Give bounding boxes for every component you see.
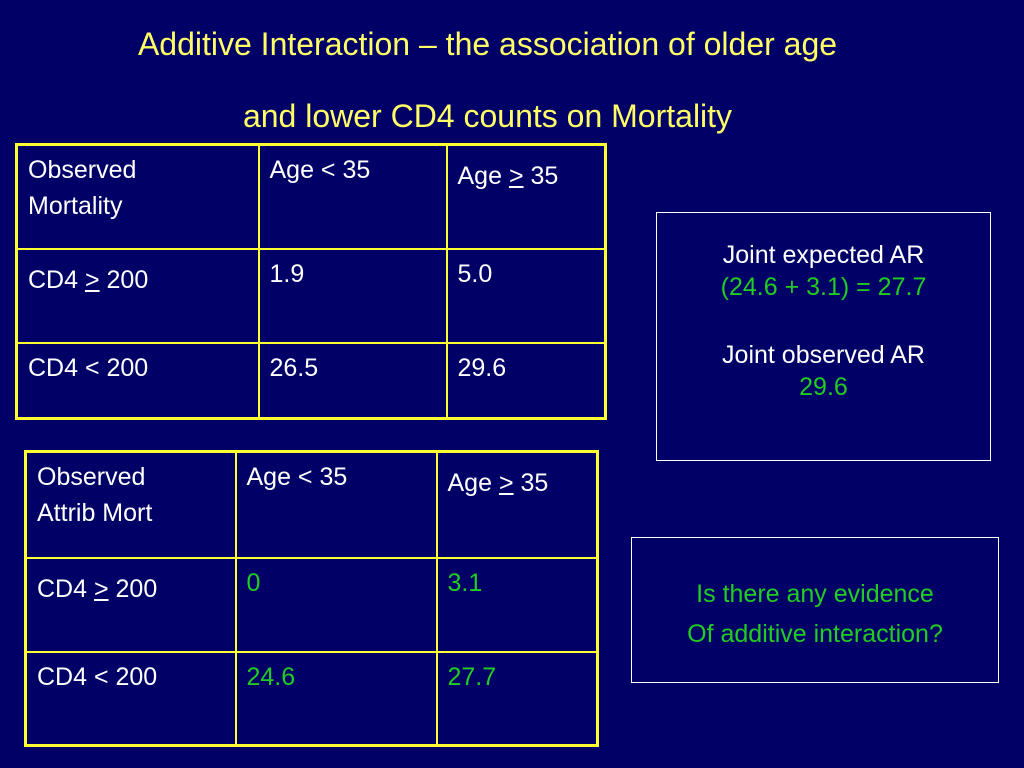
- joint-observed-label: Joint observed AR: [722, 341, 925, 369]
- table1-cell: 1.9: [257, 247, 448, 344]
- observed-attrib-mort-table: Observed Attrib Mort Age < 35 Age > 35 C…: [24, 450, 599, 747]
- table1-cell: 29.6: [445, 341, 607, 420]
- question-box: Is there any evidence Of additive intera…: [631, 537, 999, 683]
- table2-cell: 27.7: [435, 650, 599, 747]
- table1-row-label: CD4 < 200: [15, 341, 260, 420]
- joint-expected-value: (24.6 + 3.1) = 27.7: [720, 273, 927, 301]
- table2-row-label: CD4 > 200: [24, 556, 237, 653]
- table1-row-label: CD4 > 200: [15, 247, 260, 344]
- table1-header-label: Observed Mortality: [15, 143, 260, 250]
- joint-expected-label: Joint expected AR: [722, 241, 925, 269]
- observed-mortality-table: Observed Mortality Age < 35 Age > 35 CD4…: [15, 143, 607, 420]
- table2-header-age-under-35: Age < 35: [234, 450, 438, 559]
- table2-cell: 24.6: [234, 650, 438, 747]
- table2-header-label: Observed Attrib Mort: [24, 450, 237, 559]
- joint-observed-value: 29.6: [799, 373, 848, 401]
- table1-cell: 26.5: [257, 341, 448, 420]
- slide-title: Additive Interaction – the association o…: [0, 8, 975, 152]
- table2-row-label: CD4 < 200: [24, 650, 237, 747]
- table2-cell: 0: [234, 556, 438, 653]
- title-line-1: Additive Interaction – the association o…: [137, 26, 838, 62]
- question-line-1: Is there any evidence: [696, 580, 934, 608]
- table2-header-age-over-35: Age > 35: [435, 450, 599, 559]
- table1-header-age-under-35: Age < 35: [257, 143, 448, 250]
- table1-cell: 5.0: [445, 247, 607, 344]
- title-line-2: and lower CD4 counts on Mortality: [242, 98, 733, 134]
- table1-header-age-over-35: Age > 35: [445, 143, 607, 250]
- joint-ar-box: Joint expected AR (24.6 + 3.1) = 27.7 Jo…: [656, 212, 991, 461]
- question-line-2: Of additive interaction?: [687, 620, 943, 648]
- table2-cell: 3.1: [435, 556, 599, 653]
